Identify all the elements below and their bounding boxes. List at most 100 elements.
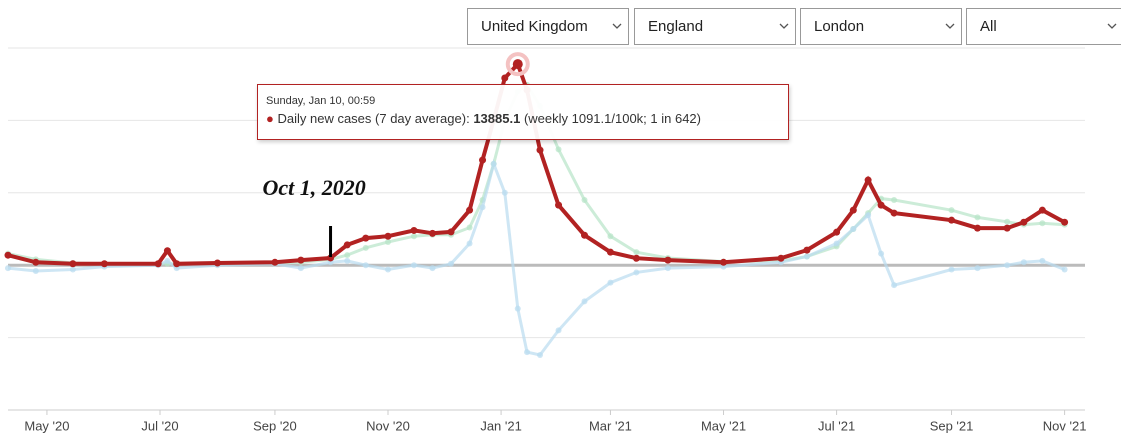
data-point: [877, 201, 885, 209]
x-tick-label: Sep '21: [930, 418, 974, 433]
data-point: [344, 257, 351, 264]
data-point: [1004, 218, 1011, 225]
data-point: [974, 265, 981, 272]
data-point: [777, 254, 785, 262]
tooltip-date: Sunday, Jan 10, 00:59: [266, 95, 376, 107]
highlight-halo: [505, 52, 530, 77]
data-point: [1039, 257, 1046, 264]
data-point: [833, 228, 841, 236]
data-point: [479, 156, 487, 164]
data-point: [664, 256, 672, 264]
chevron: [779, 23, 789, 29]
data-point: [164, 257, 171, 264]
data-point: [555, 201, 563, 209]
data-point: [664, 265, 671, 272]
data-point: [410, 233, 417, 240]
x-tick-label: Sep '20: [253, 418, 297, 433]
data-point: [447, 228, 455, 236]
data-point: [1020, 218, 1028, 226]
data-point: [865, 212, 872, 219]
data-point: [1020, 259, 1027, 266]
data-point: [69, 260, 77, 268]
data-point: [297, 265, 304, 272]
age-select[interactable]: All: [966, 8, 1121, 45]
x-tick-label: Mar '21: [589, 418, 632, 433]
data-point: [607, 279, 614, 286]
data-point: [581, 197, 588, 204]
data-point: [890, 209, 898, 217]
data-point: [720, 258, 728, 266]
select-value: All: [980, 18, 997, 35]
data-point: [633, 249, 640, 256]
data-point: [973, 224, 981, 232]
data-point: [410, 262, 417, 269]
data-point: [1003, 224, 1011, 232]
data-point: [32, 267, 39, 274]
data-point: [213, 259, 221, 267]
data-point: [974, 214, 981, 221]
region-select[interactable]: England: [634, 8, 796, 45]
data-point: [344, 252, 351, 259]
tooltip-label: Daily new cases (7 day average):: [277, 111, 470, 126]
area-select[interactable]: London: [800, 8, 962, 45]
data-point: [555, 146, 562, 153]
x-tick-label: Jul '20: [141, 418, 178, 433]
data-point: [891, 282, 898, 289]
x-tick-label: Jul '21: [818, 418, 855, 433]
chevron: [612, 23, 622, 29]
data-point: [948, 216, 956, 224]
tooltip-row: ● Daily new cases (7 day average): 13885…: [266, 111, 780, 126]
data-point: [384, 232, 392, 240]
data-point: [5, 265, 11, 272]
data-point: [864, 176, 872, 184]
data-point: [466, 240, 473, 247]
data-point: [448, 260, 455, 267]
data-point: [69, 266, 76, 273]
data-point: [524, 349, 531, 356]
data-point: [466, 224, 473, 231]
data-point: [501, 74, 509, 82]
data-point: [878, 250, 885, 257]
data-point: [479, 204, 486, 211]
x-tick-label: Jan '21: [480, 418, 522, 433]
data-point: [1004, 262, 1011, 269]
annotation: Oct 1, 2020: [263, 175, 366, 200]
data-point: [1038, 206, 1046, 214]
x-tick-label: May '21: [701, 418, 746, 433]
tooltip-value: 13885.1: [473, 111, 521, 126]
highlight-point: [512, 59, 523, 70]
data-point: [850, 226, 857, 232]
chevron: [1107, 23, 1117, 29]
data-point: [803, 253, 810, 260]
data-point: [632, 254, 640, 262]
data-point: [362, 244, 369, 251]
data-point: [1061, 266, 1068, 273]
data-point: [466, 206, 474, 214]
data-point: [948, 207, 955, 214]
x-tick-label: Nov '21: [1043, 418, 1087, 433]
data-point: [343, 241, 351, 249]
data-point: [607, 233, 614, 240]
data-point: [271, 258, 279, 266]
country-select[interactable]: United Kingdom: [467, 8, 629, 45]
data-point: [385, 239, 392, 246]
data-point: [537, 351, 544, 358]
data-point: [803, 246, 811, 254]
data-point: [1061, 218, 1069, 226]
data-point: [891, 197, 898, 204]
data-point: [297, 256, 305, 264]
data-point: [833, 240, 840, 247]
data-point: [849, 206, 857, 214]
tooltip-detail: (weekly 1091.1/100k; 1 in 642): [523, 111, 701, 126]
data-point: [4, 251, 12, 259]
x-tick-label: May '20: [24, 418, 69, 433]
tooltip-dot: ●: [266, 111, 274, 126]
data-point: [32, 258, 40, 266]
data-point: [362, 234, 370, 242]
select-value: London: [814, 18, 865, 35]
data-point: [362, 262, 369, 269]
data-point: [948, 266, 955, 273]
data-point: [429, 265, 436, 272]
